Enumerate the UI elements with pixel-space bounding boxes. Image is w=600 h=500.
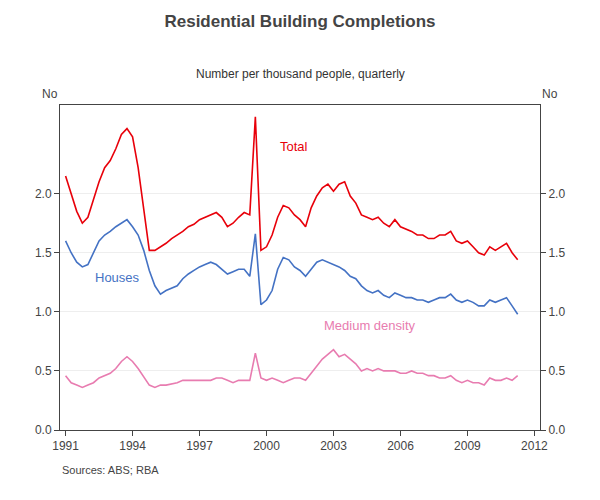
svg-text:1994: 1994	[119, 439, 146, 453]
svg-text:2.0: 2.0	[548, 187, 565, 201]
svg-text:2.0: 2.0	[35, 187, 52, 201]
svg-text:0.5: 0.5	[35, 364, 52, 378]
svg-text:Medium density: Medium density	[324, 318, 416, 333]
svg-text:2000: 2000	[253, 439, 280, 453]
svg-text:Sources: ABS; RBA: Sources: ABS; RBA	[62, 464, 159, 476]
svg-text:No: No	[542, 87, 558, 101]
svg-text:Total: Total	[280, 139, 308, 154]
svg-text:1.5: 1.5	[35, 246, 52, 260]
svg-text:2012: 2012	[521, 439, 548, 453]
svg-text:1991: 1991	[52, 439, 79, 453]
svg-text:1.0: 1.0	[35, 305, 52, 319]
svg-text:Houses: Houses	[95, 270, 140, 285]
svg-text:0.0: 0.0	[35, 423, 52, 437]
svg-text:2009: 2009	[454, 439, 481, 453]
svg-text:2003: 2003	[320, 439, 347, 453]
svg-text:1.0: 1.0	[548, 305, 565, 319]
svg-text:1.5: 1.5	[548, 246, 565, 260]
svg-text:1997: 1997	[186, 439, 213, 453]
svg-text:No: No	[42, 87, 58, 101]
svg-text:2006: 2006	[387, 439, 414, 453]
svg-text:Number per thousand people, qu: Number per thousand people, quarterly	[196, 67, 405, 81]
svg-text:0.5: 0.5	[548, 364, 565, 378]
svg-text:Residential Building Completio: Residential Building Completions	[164, 12, 435, 31]
svg-text:0.0: 0.0	[548, 423, 565, 437]
